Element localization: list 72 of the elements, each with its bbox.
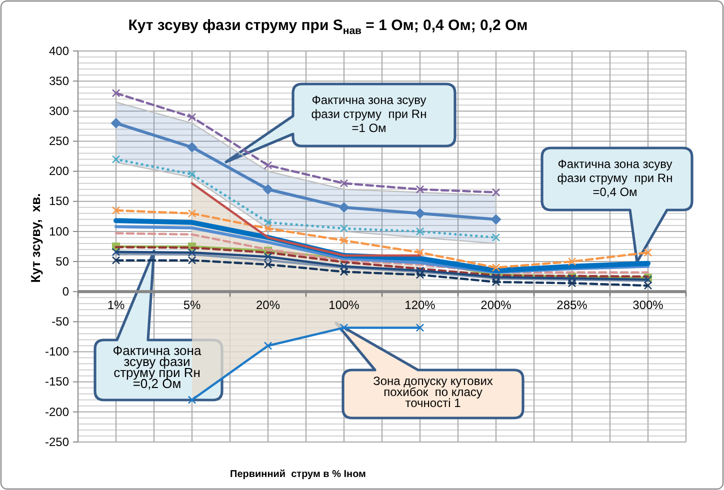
point — [112, 88, 120, 98]
point — [112, 256, 120, 264]
point — [340, 179, 348, 188]
y-tick-label: 250 — [48, 134, 70, 148]
point — [416, 270, 424, 279]
y-tick-label: -200 — [44, 404, 70, 419]
point — [188, 170, 196, 178]
point — [264, 342, 272, 350]
x-axis-title: Первинний струм в % Іном — [230, 469, 366, 480]
x-tick-label: 1% — [107, 298, 125, 312]
point — [492, 233, 500, 242]
y-tick-label: 100 — [48, 224, 70, 238]
annotation: Фактична зона зсуву фази струму при Rн =0,4 Ом — [556, 157, 674, 199]
y-tick-label: 350 — [48, 74, 70, 88]
point — [112, 248, 120, 256]
point — [186, 142, 198, 152]
point — [340, 262, 348, 270]
x-tick-label: 20% — [256, 298, 280, 312]
point — [264, 218, 272, 227]
point — [262, 184, 274, 194]
y-tick-label: 0 — [62, 284, 70, 298]
point — [110, 118, 122, 128]
point — [568, 279, 576, 288]
point — [492, 188, 500, 197]
point — [416, 227, 424, 236]
point — [490, 214, 502, 224]
y-axis-title: Кут зсуву, хв. — [28, 193, 43, 283]
point — [188, 396, 196, 404]
point — [644, 248, 652, 257]
point — [568, 257, 576, 266]
y-tick-label: 400 — [48, 44, 70, 58]
y-tick-label: -100 — [44, 344, 70, 359]
point — [416, 185, 424, 194]
y-tick-label: 150 — [48, 194, 70, 208]
point — [340, 268, 348, 276]
x-tick-label: 5% — [183, 298, 201, 312]
point — [492, 263, 500, 272]
point — [340, 224, 348, 233]
chart-title: Кут зсуву фази струму при S$_{нав}$ = 1 Ом; 0,4 Ом; 0,2 Ом — [128, 17, 528, 37]
point — [264, 161, 272, 170]
point — [492, 273, 500, 282]
point — [264, 252, 272, 261]
point — [492, 278, 500, 286]
annotation: Зона допуску кутових похибок по класу точності 1 — [372, 374, 494, 410]
point — [414, 208, 426, 218]
x-tick-label: 100% — [328, 298, 360, 312]
x-tick-label: 200% — [480, 298, 512, 312]
annotation: Фактична зона зсуву фази струму при Rн =0,2 Ом — [112, 343, 202, 391]
point — [188, 248, 196, 257]
y-tick-label: 50 — [56, 254, 70, 268]
point — [188, 113, 196, 122]
point — [340, 236, 348, 245]
x-tick-label: 285% — [556, 298, 588, 312]
y-tick-label: -150 — [44, 374, 70, 389]
point — [188, 256, 196, 264]
point — [416, 266, 424, 275]
x-tick-label: 300% — [632, 298, 664, 312]
point — [264, 260, 272, 269]
y-tick-label: 300 — [48, 104, 70, 118]
point — [112, 206, 120, 215]
point — [338, 202, 350, 212]
y-tick-label: -250 — [44, 434, 70, 449]
x-tick-label: 120% — [404, 298, 436, 312]
point — [644, 281, 652, 290]
point — [188, 209, 196, 218]
point — [340, 324, 348, 332]
point — [112, 155, 120, 164]
y-tick-label: 200 — [48, 164, 70, 178]
y-tick-label: -50 — [52, 314, 70, 329]
annotation: Фактична зона зсуву фази струму при Rн =1 Ом — [310, 93, 428, 135]
point — [264, 224, 272, 233]
point — [416, 324, 424, 332]
